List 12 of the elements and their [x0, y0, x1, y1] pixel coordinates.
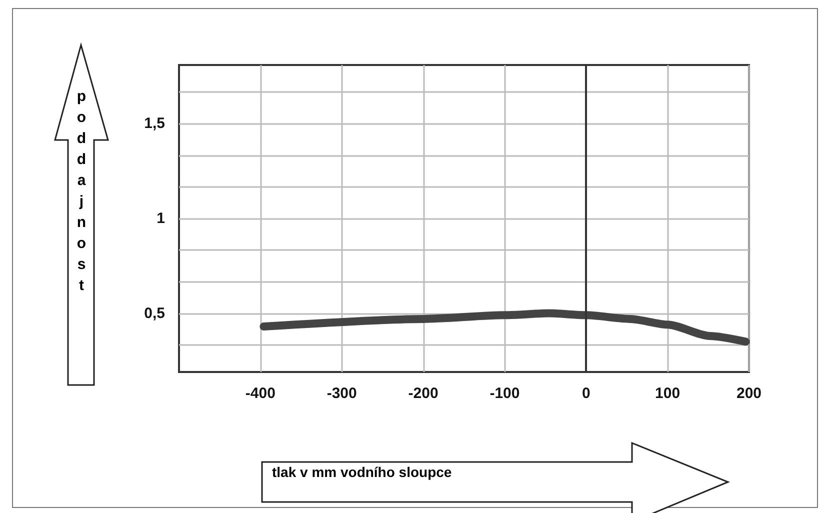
y-tick-label: 1	[156, 210, 165, 227]
x-tick-label: -300	[326, 385, 357, 402]
y-tick-label: 1,5	[144, 115, 165, 132]
x-tick-label: -400	[245, 385, 276, 402]
x-tick-label: -100	[490, 385, 520, 402]
x-tick-label: 100	[655, 385, 680, 402]
y-axis-title: poddajnost	[72, 88, 91, 298]
x-tick-label: -200	[408, 385, 438, 402]
x-tick-label: 200	[736, 385, 762, 402]
x-tick-label: 0	[582, 385, 590, 402]
y-tick-label: 0,5	[144, 304, 165, 322]
x-axis-title: tlak v mm vodního sloupce	[272, 464, 452, 480]
